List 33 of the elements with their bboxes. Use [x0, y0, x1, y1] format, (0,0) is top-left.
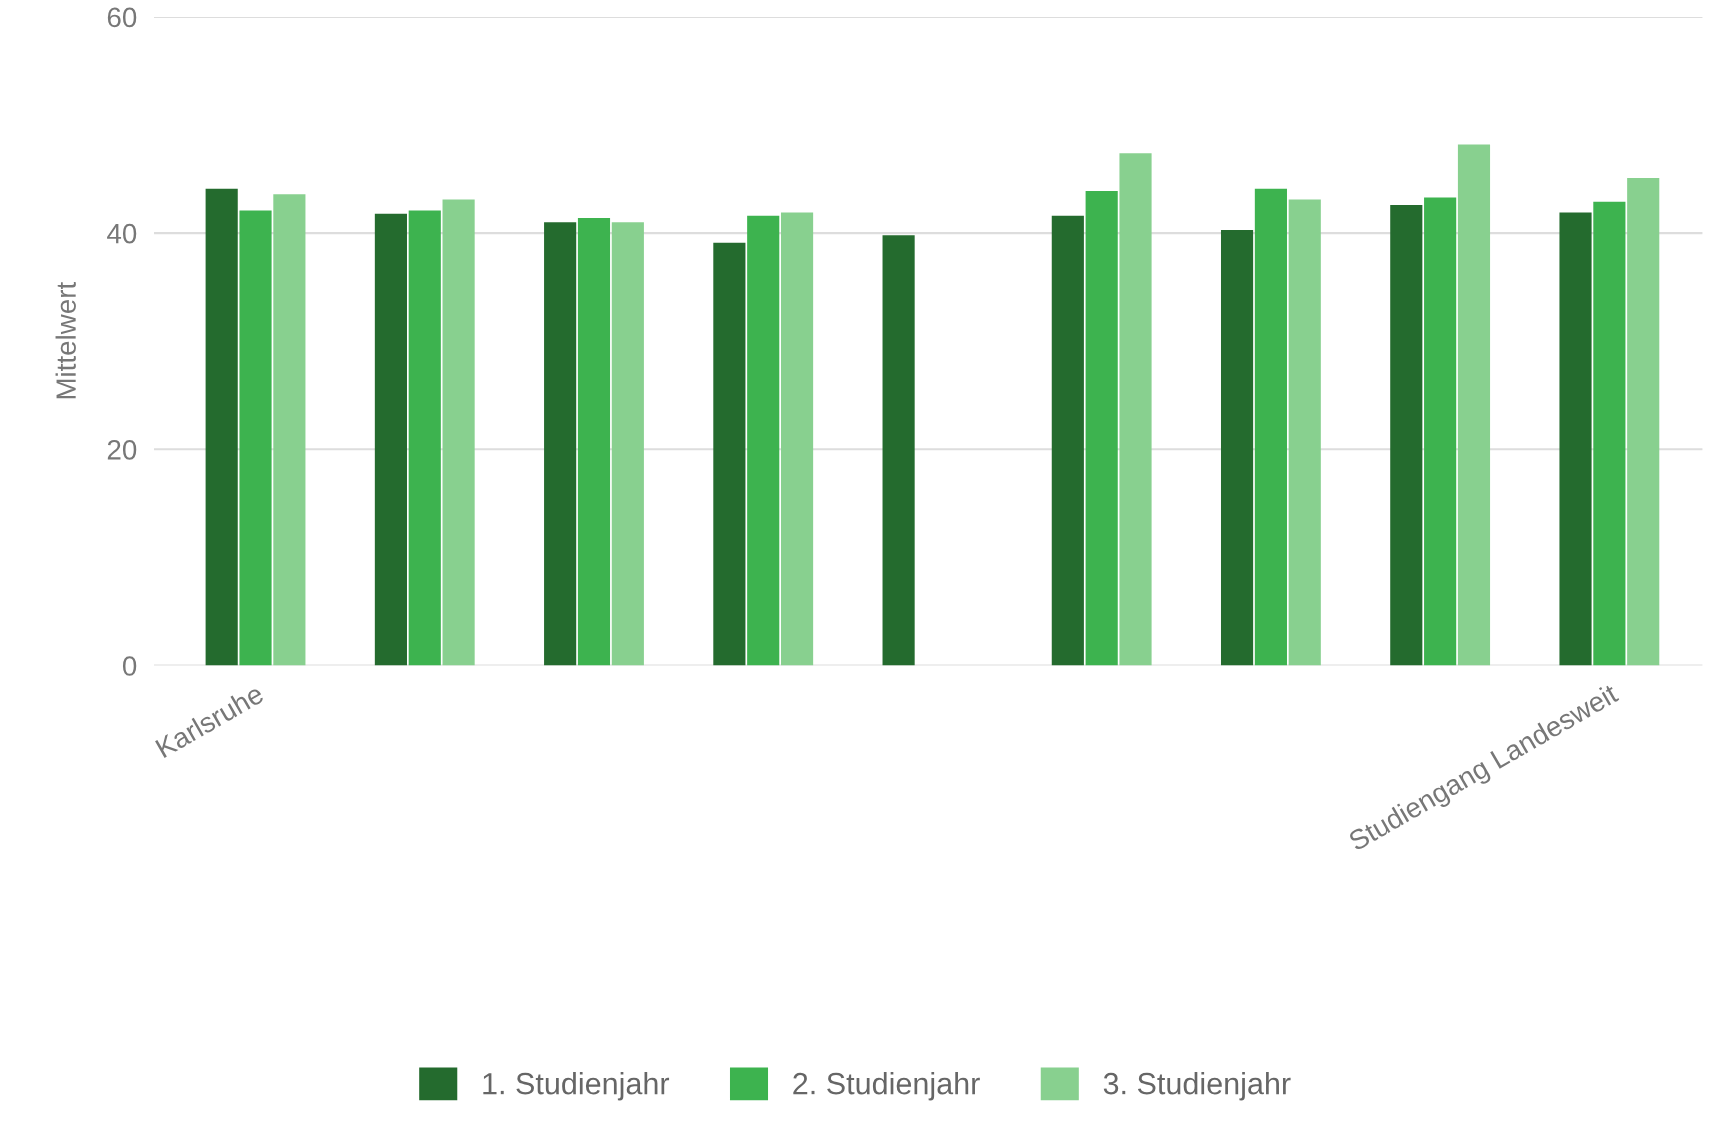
legend-label: 2. Studienjahr — [793, 1072, 980, 1101]
bar — [577, 217, 611, 666]
bar — [780, 212, 814, 666]
bar — [1254, 188, 1287, 666]
y-tick-label: 40 — [107, 223, 137, 244]
bar — [1220, 229, 1254, 666]
bar — [374, 213, 407, 666]
bar — [1119, 153, 1152, 666]
bar — [1085, 190, 1118, 666]
y-tick-label: 0 — [122, 656, 137, 676]
bar — [747, 215, 780, 666]
bar — [408, 210, 441, 666]
bar — [1593, 201, 1626, 666]
y-tick-label: 60 — [107, 7, 137, 28]
y-axis-title: Mittelwert — [55, 282, 76, 399]
bar — [611, 222, 644, 666]
bar — [882, 235, 915, 666]
bar — [713, 242, 746, 666]
bar — [1424, 197, 1457, 666]
bar — [1288, 199, 1321, 666]
bar — [544, 222, 577, 666]
bar — [239, 210, 272, 666]
bar — [1390, 205, 1423, 666]
bar — [442, 199, 475, 666]
bar — [1627, 177, 1660, 666]
bar — [205, 188, 238, 666]
legend-label: 1. Studienjahr — [483, 1072, 670, 1101]
y-tick-label: 20 — [107, 439, 137, 460]
legend-label: 3. Studienjahr — [1103, 1072, 1291, 1101]
bar — [273, 194, 306, 666]
bar — [1457, 144, 1491, 666]
bar — [1051, 215, 1084, 666]
bar — [1559, 212, 1592, 666]
